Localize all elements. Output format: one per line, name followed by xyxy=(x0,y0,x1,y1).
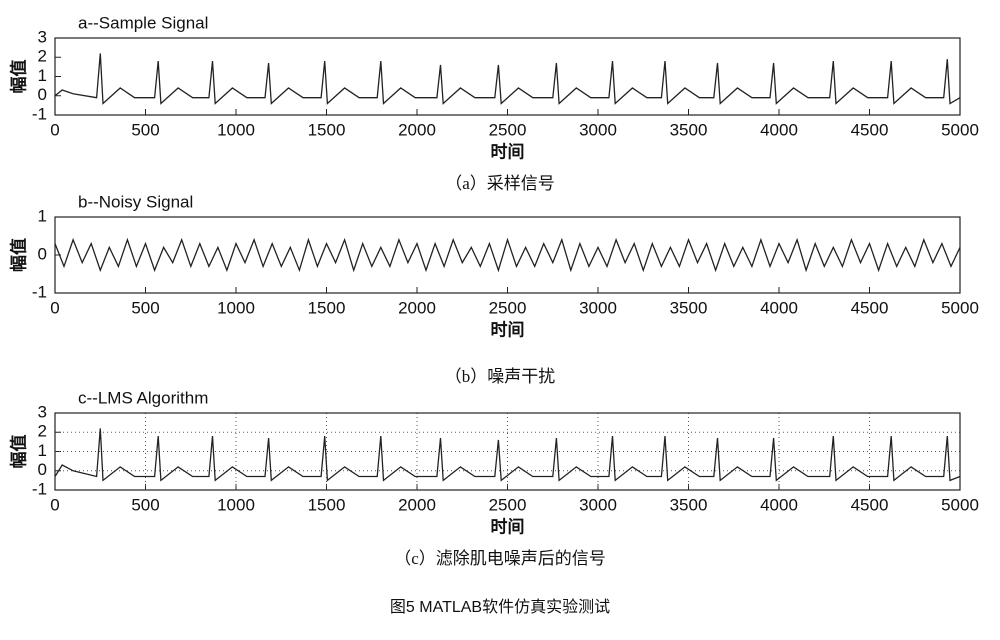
plot-frame xyxy=(54,412,961,491)
sub-caption: （b）噪声干扰 xyxy=(445,367,556,386)
y-tick-label: 3 xyxy=(38,402,47,421)
x-axis-label: 时间 xyxy=(491,516,525,536)
x-tick-label: 3500 xyxy=(670,298,708,317)
x-tick-label: 1500 xyxy=(308,120,346,139)
plot-title: b--Noisy Signal xyxy=(78,192,193,211)
y-axis-label: 幅值 xyxy=(8,60,28,94)
x-tick-label: 2500 xyxy=(489,298,527,317)
plot-frame xyxy=(54,216,961,294)
x-tick-label: 0 xyxy=(50,298,59,317)
signal-line xyxy=(54,428,961,482)
x-tick-label: 3500 xyxy=(670,495,708,514)
x-tick-label: 2000 xyxy=(398,298,436,317)
x-tick-label: 3000 xyxy=(579,495,617,514)
plot-title: a--Sample Signal xyxy=(78,13,208,32)
x-tick-label: 500 xyxy=(131,298,159,317)
x-tick-label: 0 xyxy=(50,495,59,514)
x-tick-label: 2000 xyxy=(398,120,436,139)
x-tick-label: 4000 xyxy=(760,298,798,317)
x-tick-label: 5000 xyxy=(941,298,979,317)
x-tick-label: 500 xyxy=(131,495,159,514)
x-tick-label: 4500 xyxy=(851,495,889,514)
x-tick-label: 1000 xyxy=(217,298,255,317)
signal-line xyxy=(54,53,961,105)
x-tick-label: 4000 xyxy=(760,495,798,514)
y-axis-label: 幅值 xyxy=(8,238,28,272)
y-tick-label: 3 xyxy=(38,27,47,46)
x-tick-label: 2500 xyxy=(489,495,527,514)
y-tick-label: 1 xyxy=(38,66,47,85)
x-axis-label: 时间 xyxy=(491,319,525,339)
x-tick-label: 4500 xyxy=(851,298,889,317)
x-tick-label: 500 xyxy=(131,120,159,139)
x-tick-label: 4500 xyxy=(851,120,889,139)
y-tick-label: 1 xyxy=(38,206,47,225)
x-axis-label: 时间 xyxy=(491,141,525,161)
y-tick-label: -1 xyxy=(32,479,47,498)
y-tick-label: 2 xyxy=(38,47,47,66)
y-tick-label: 2 xyxy=(38,422,47,441)
x-tick-label: 2500 xyxy=(489,120,527,139)
y-tick-label: -1 xyxy=(32,282,47,301)
x-tick-label: 2000 xyxy=(398,495,436,514)
plot-frame xyxy=(54,37,961,116)
plot-title: c--LMS Algorithm xyxy=(78,388,208,407)
y-axis-label: 幅值 xyxy=(8,435,28,469)
sub-caption: （a）采样信号 xyxy=(445,174,555,193)
x-tick-label: 3000 xyxy=(579,120,617,139)
y-tick-label: 0 xyxy=(38,460,47,479)
x-tick-label: 1500 xyxy=(308,495,346,514)
y-tick-label: 1 xyxy=(38,441,47,460)
signal-line xyxy=(54,237,961,273)
x-tick-label: 3000 xyxy=(579,298,617,317)
x-tick-label: 1000 xyxy=(217,120,255,139)
y-tick-label: 0 xyxy=(38,85,47,104)
y-tick-label: -1 xyxy=(32,104,47,123)
sub-caption: （c）滤除肌电噪声后的信号 xyxy=(394,549,606,568)
y-tick-label: 0 xyxy=(38,244,47,263)
x-tick-label: 4000 xyxy=(760,120,798,139)
x-tick-label: 0 xyxy=(50,120,59,139)
figure-caption: 图5 MATLAB软件仿真实验测试 xyxy=(390,598,610,616)
x-tick-label: 5000 xyxy=(941,495,979,514)
x-tick-label: 5000 xyxy=(941,120,979,139)
x-tick-label: 1500 xyxy=(308,298,346,317)
x-tick-label: 3500 xyxy=(670,120,708,139)
x-tick-label: 1000 xyxy=(217,495,255,514)
